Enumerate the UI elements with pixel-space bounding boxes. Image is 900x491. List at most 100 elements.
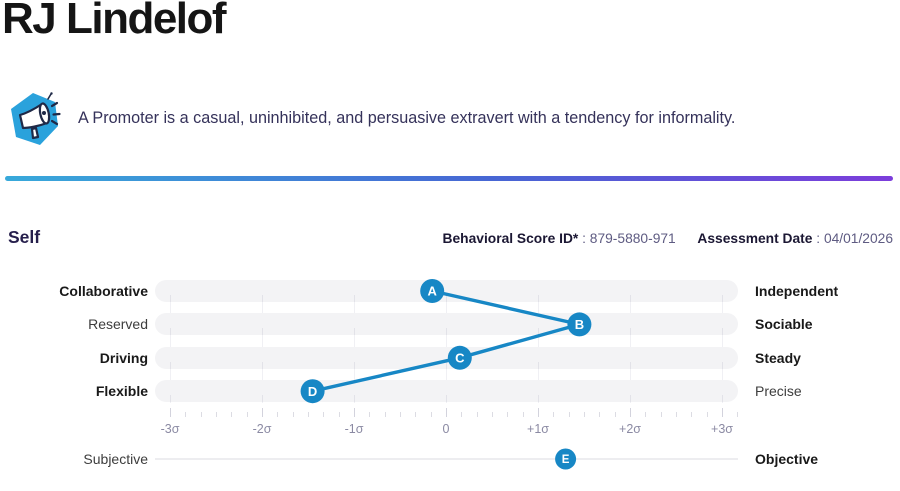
bar-sigma-notch — [722, 395, 723, 402]
trait-label-right: Objective — [755, 451, 819, 467]
section-title: Self — [8, 227, 41, 247]
axis-tick — [614, 412, 616, 417]
axis-tick — [338, 412, 340, 417]
axis-tick — [262, 408, 263, 417]
secondary-scale-line — [155, 458, 738, 460]
scale-track — [155, 380, 738, 402]
axis-tick-label: -2σ — [252, 422, 272, 436]
megaphone-icon — [11, 92, 61, 145]
persona-description: A Promoter is a casual, uninhibited, and… — [78, 109, 736, 128]
axis-tick — [231, 412, 233, 417]
axis-tick — [722, 408, 723, 417]
axis-tick-label: -1σ — [344, 422, 364, 436]
scale-track — [155, 347, 738, 369]
axis-tick — [660, 412, 662, 417]
axis-tick — [737, 412, 739, 417]
bar-sigma-notch — [538, 295, 539, 302]
bar-sigma-notch — [630, 362, 631, 369]
axis-tick-label: +3σ — [711, 422, 733, 436]
bar-sigma-notch — [722, 362, 723, 369]
bar-sigma-notch — [630, 328, 631, 335]
persona-summary: A Promoter is a casual, uninhibited, and… — [6, 90, 886, 148]
axis-tick — [384, 412, 386, 417]
axis-tick — [185, 412, 187, 417]
axis-tick — [246, 412, 248, 417]
axis-tick — [568, 412, 570, 417]
axis-tick — [522, 412, 524, 417]
trait-label-left: Flexible — [95, 383, 148, 399]
trait-label-left: Subjective — [83, 451, 148, 467]
trait-label-left: Driving — [99, 350, 148, 366]
axis-tick — [369, 412, 371, 417]
bar-sigma-notch — [630, 295, 631, 302]
axis-tick — [599, 412, 601, 417]
trait-label-left: Collaborative — [59, 283, 148, 299]
axis-tick — [492, 412, 493, 417]
section-header: Self Behavioral Score ID* : 879-5880-971… — [8, 227, 893, 248]
axis-tick — [400, 412, 401, 417]
axis-tick — [170, 408, 171, 417]
bar-sigma-notch — [354, 395, 355, 402]
bar-sigma-notch — [538, 328, 539, 335]
sigma-gridline — [630, 280, 631, 403]
bar-sigma-notch — [262, 395, 263, 402]
score-id-label: Behavioral Score ID* — [442, 231, 579, 246]
scale-track — [155, 313, 738, 335]
axis-tick — [676, 412, 677, 417]
axis-tick — [476, 412, 478, 417]
trait-label-left: Reserved — [88, 316, 148, 332]
axis-tick — [553, 412, 555, 417]
bar-sigma-notch — [538, 395, 539, 402]
assessment-meta: Behavioral Score ID* : 879-5880-971 Asse… — [443, 231, 893, 246]
bar-sigma-notch — [170, 328, 171, 335]
axis-tick — [277, 412, 279, 417]
page-title: RJ Lindelof — [2, 0, 227, 43]
bar-sigma-notch — [354, 362, 355, 369]
axis-tick — [507, 412, 509, 417]
bar-sigma-notch — [446, 328, 447, 335]
bar-sigma-notch — [446, 362, 447, 369]
sigma-gridline — [722, 280, 723, 403]
bar-sigma-notch — [722, 328, 723, 335]
axis-tick — [354, 408, 355, 417]
axis-tick — [308, 412, 309, 417]
axis-tick-label: 0 — [442, 422, 450, 436]
assessment-date-value: : 04/01/2026 — [816, 231, 893, 246]
axis-tick — [538, 408, 539, 417]
axis-tick — [323, 412, 325, 417]
bar-sigma-notch — [538, 362, 539, 369]
marker-letter: E — [562, 454, 570, 466]
sigma-gridline — [170, 280, 171, 403]
axis-tick — [461, 412, 463, 417]
gradient-divider — [5, 176, 893, 181]
bar-sigma-notch — [170, 395, 171, 402]
sigma-gridline — [262, 280, 263, 403]
bar-sigma-notch — [354, 295, 355, 302]
bar-sigma-notch — [446, 295, 447, 302]
axis-tick — [706, 412, 708, 417]
axis-tick-label: +2σ — [619, 422, 641, 436]
bar-sigma-notch — [262, 295, 263, 302]
axis-tick — [645, 412, 647, 417]
axis-tick — [415, 412, 417, 417]
trait-label-right: Steady — [755, 350, 801, 366]
axis-tick — [430, 412, 432, 417]
bar-sigma-notch — [354, 328, 355, 335]
trait-label-right: Precise — [755, 383, 802, 399]
bar-sigma-notch — [170, 295, 171, 302]
axis-tick-label: +1σ — [527, 422, 549, 436]
bar-sigma-notch — [722, 295, 723, 302]
score-id-value: : 879-5880-971 — [582, 231, 676, 246]
axis-tick — [292, 412, 294, 417]
behavioral-scale-chart: Collaborative Independent Reserved Socia… — [0, 270, 900, 491]
axis-tick — [216, 412, 217, 417]
axis-tick — [630, 408, 631, 417]
axis-tick — [446, 408, 447, 417]
axis-tick — [584, 412, 585, 417]
scale-track — [155, 280, 738, 302]
bar-sigma-notch — [262, 328, 263, 335]
trait-label-right: Independent — [755, 283, 839, 299]
axis-tick — [200, 412, 202, 417]
bar-sigma-notch — [262, 362, 263, 369]
